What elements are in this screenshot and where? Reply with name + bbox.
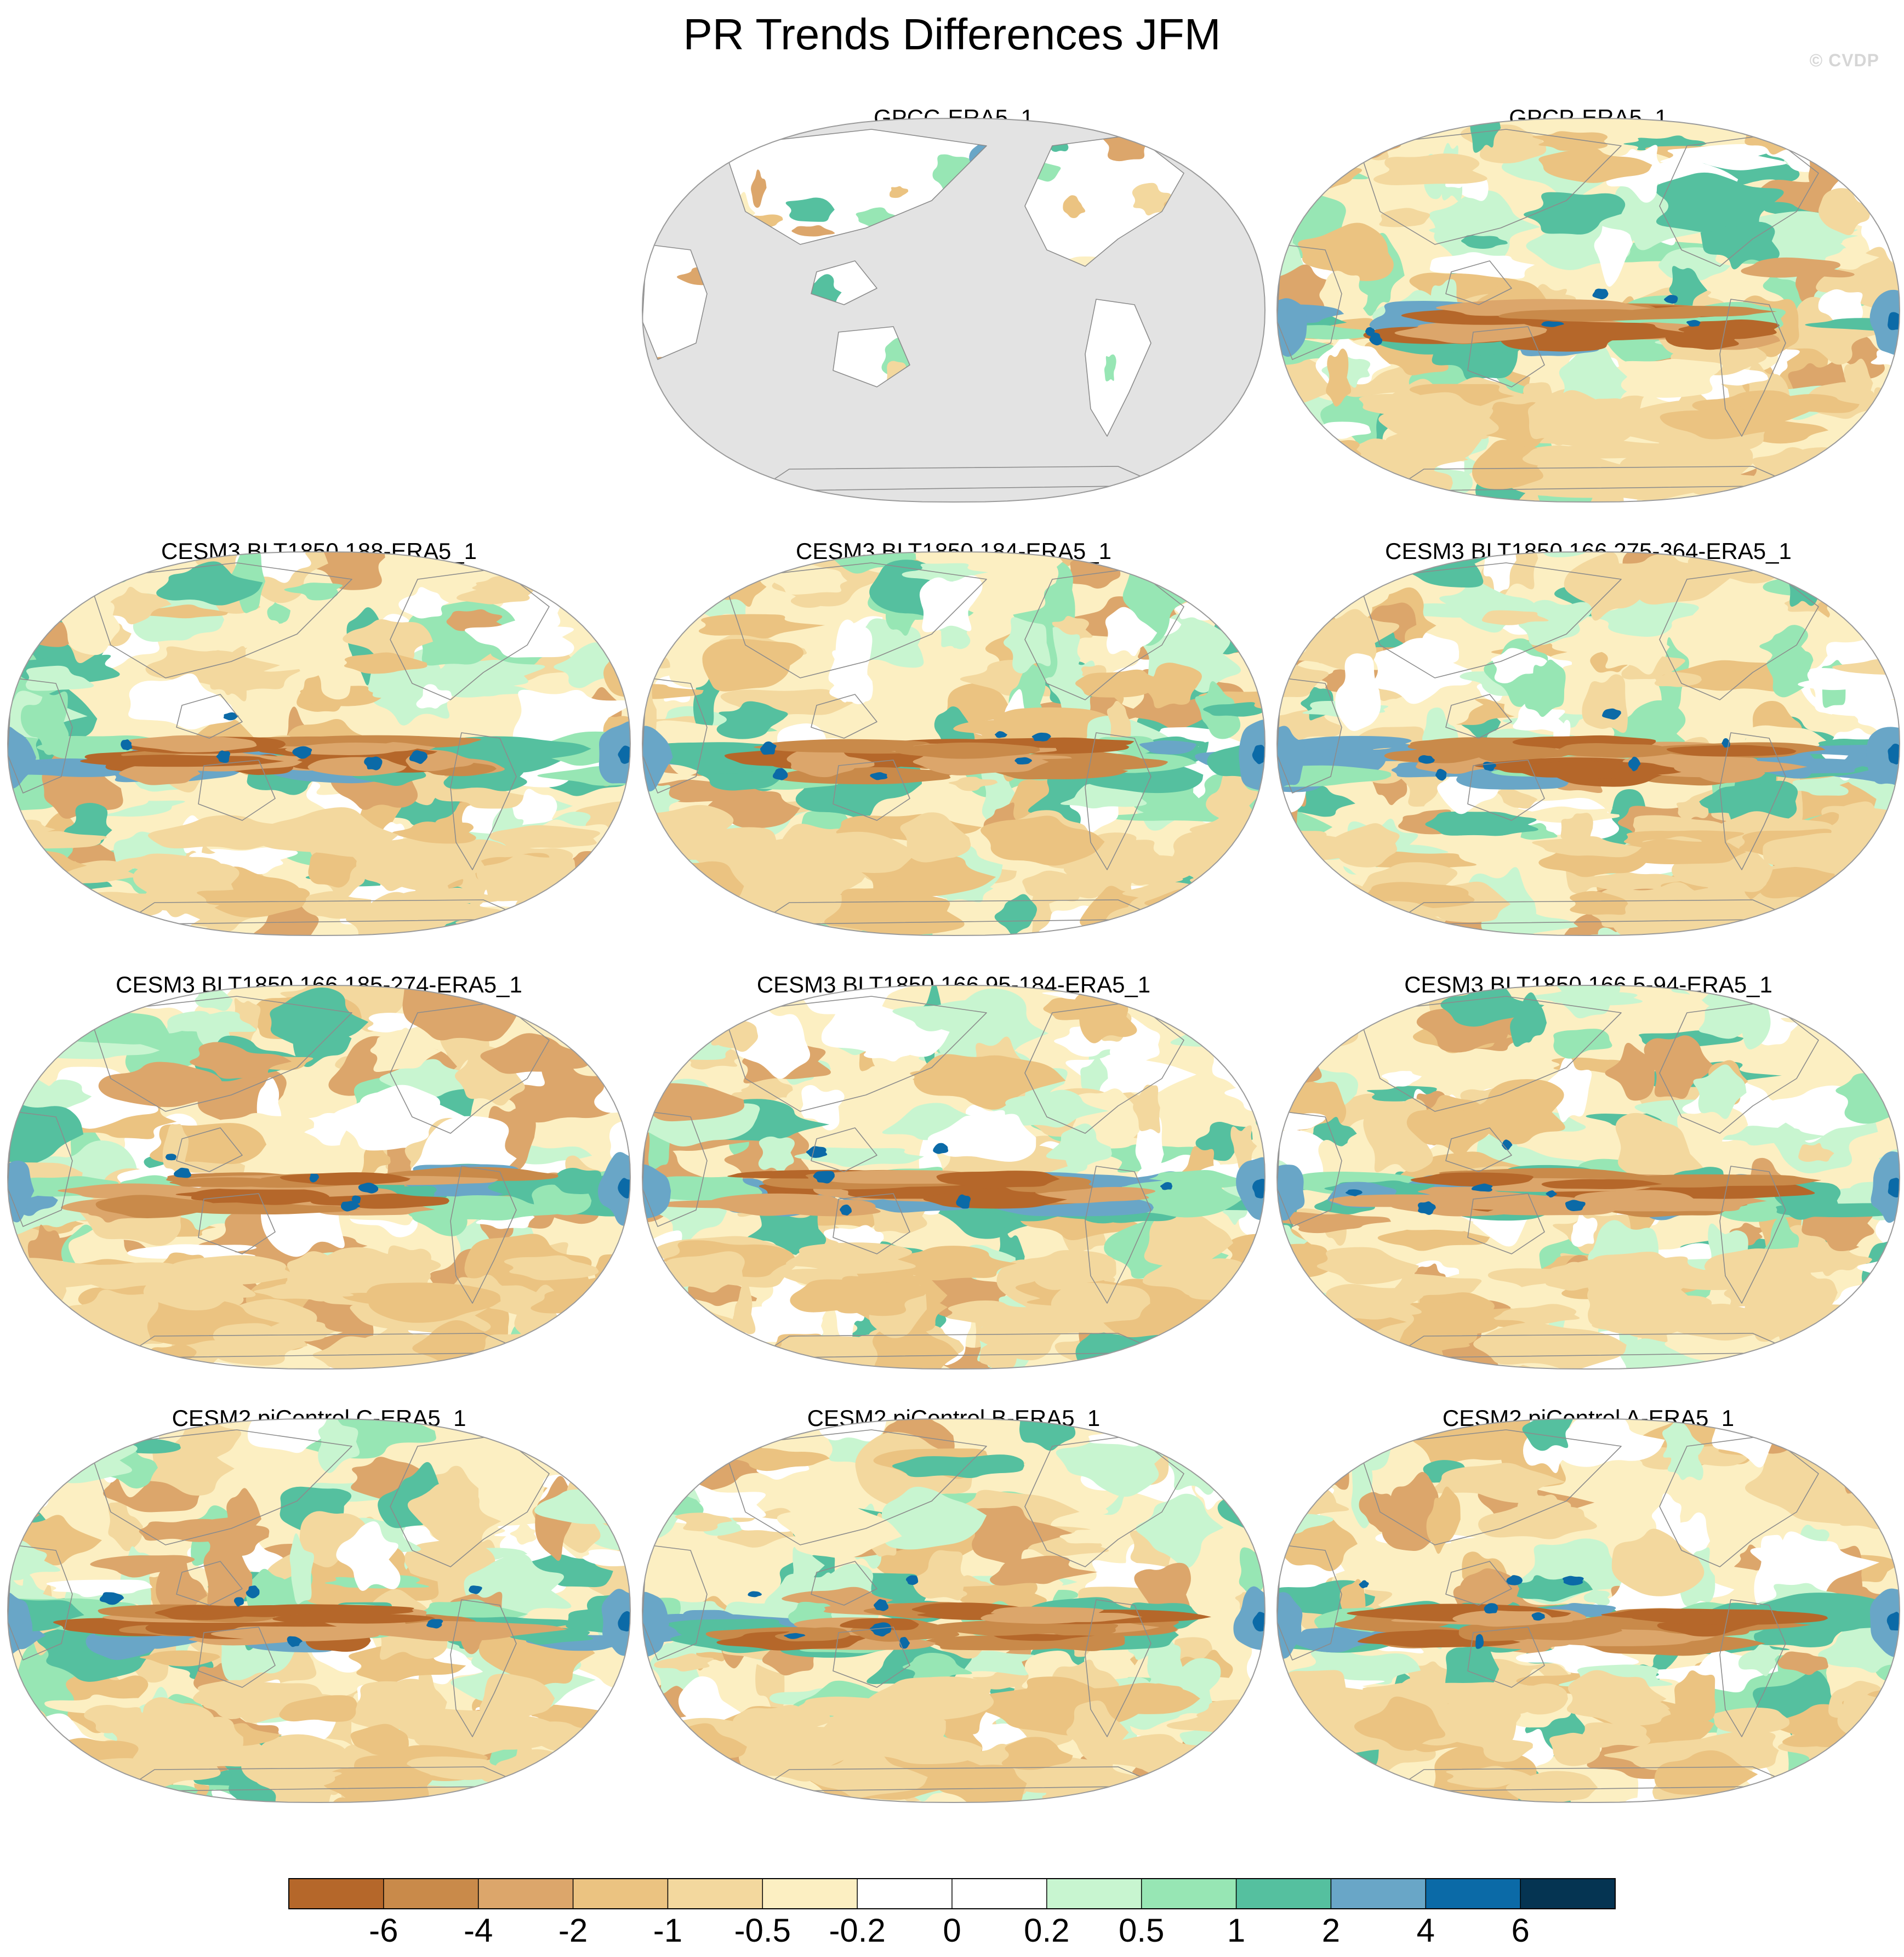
colorbar-tick-label: -4 [464, 1912, 493, 1949]
colorbar-tick-label: 4 [1416, 1912, 1435, 1949]
map-panel [7, 1418, 631, 1804]
colorbar-tick-label: 0.2 [1024, 1912, 1070, 1949]
colorbar-swatch [1331, 1879, 1426, 1909]
colorbar-swatch [478, 1879, 574, 1909]
colorbar-tick-label: 1 [1227, 1912, 1246, 1949]
colorbar-tick-label: -0.5 [734, 1912, 791, 1949]
map-panel [1276, 1418, 1901, 1804]
colorbar-swatch [1046, 1879, 1142, 1909]
colorbar-tick-label: -1 [653, 1912, 683, 1949]
colorbar-swatch [383, 1879, 479, 1909]
colorbar-swatch [1426, 1879, 1521, 1909]
colorbar-tick-label: 6 [1511, 1912, 1530, 1949]
map-panel [7, 551, 631, 937]
colorbar-swatch [1520, 1879, 1616, 1909]
cvdp-watermark: © CVDP [1809, 50, 1879, 70]
colorbar-tick-label: -2 [558, 1912, 588, 1949]
colorbar-tick-label: -6 [369, 1912, 398, 1949]
colorbar-swatch [289, 1879, 384, 1909]
map-panel [641, 117, 1266, 503]
colorbar [288, 1878, 1616, 1909]
colorbar-swatch [762, 1879, 858, 1909]
map-panel [641, 551, 1266, 937]
figure-title: PR Trends Differences JFM [683, 10, 1221, 59]
colorbar-tick-label: 0.5 [1118, 1912, 1165, 1949]
colorbar-swatch [1236, 1879, 1331, 1909]
map-panel [1276, 551, 1901, 937]
colorbar-tick-label: 0 [943, 1912, 961, 1949]
colorbar-swatch [573, 1879, 668, 1909]
colorbar-tick-label: 2 [1321, 1912, 1341, 1949]
map-panel [641, 984, 1266, 1370]
map-panel [1276, 117, 1901, 503]
colorbar-swatch [668, 1879, 763, 1909]
colorbar-tick-label: -0.2 [829, 1912, 886, 1949]
colorbar-swatch [857, 1879, 953, 1909]
map-panel [641, 1418, 1266, 1804]
colorbar-swatch [952, 1879, 1047, 1909]
map-panel [7, 984, 631, 1370]
map-panel [1276, 984, 1901, 1370]
colorbar-swatch [1141, 1879, 1237, 1909]
